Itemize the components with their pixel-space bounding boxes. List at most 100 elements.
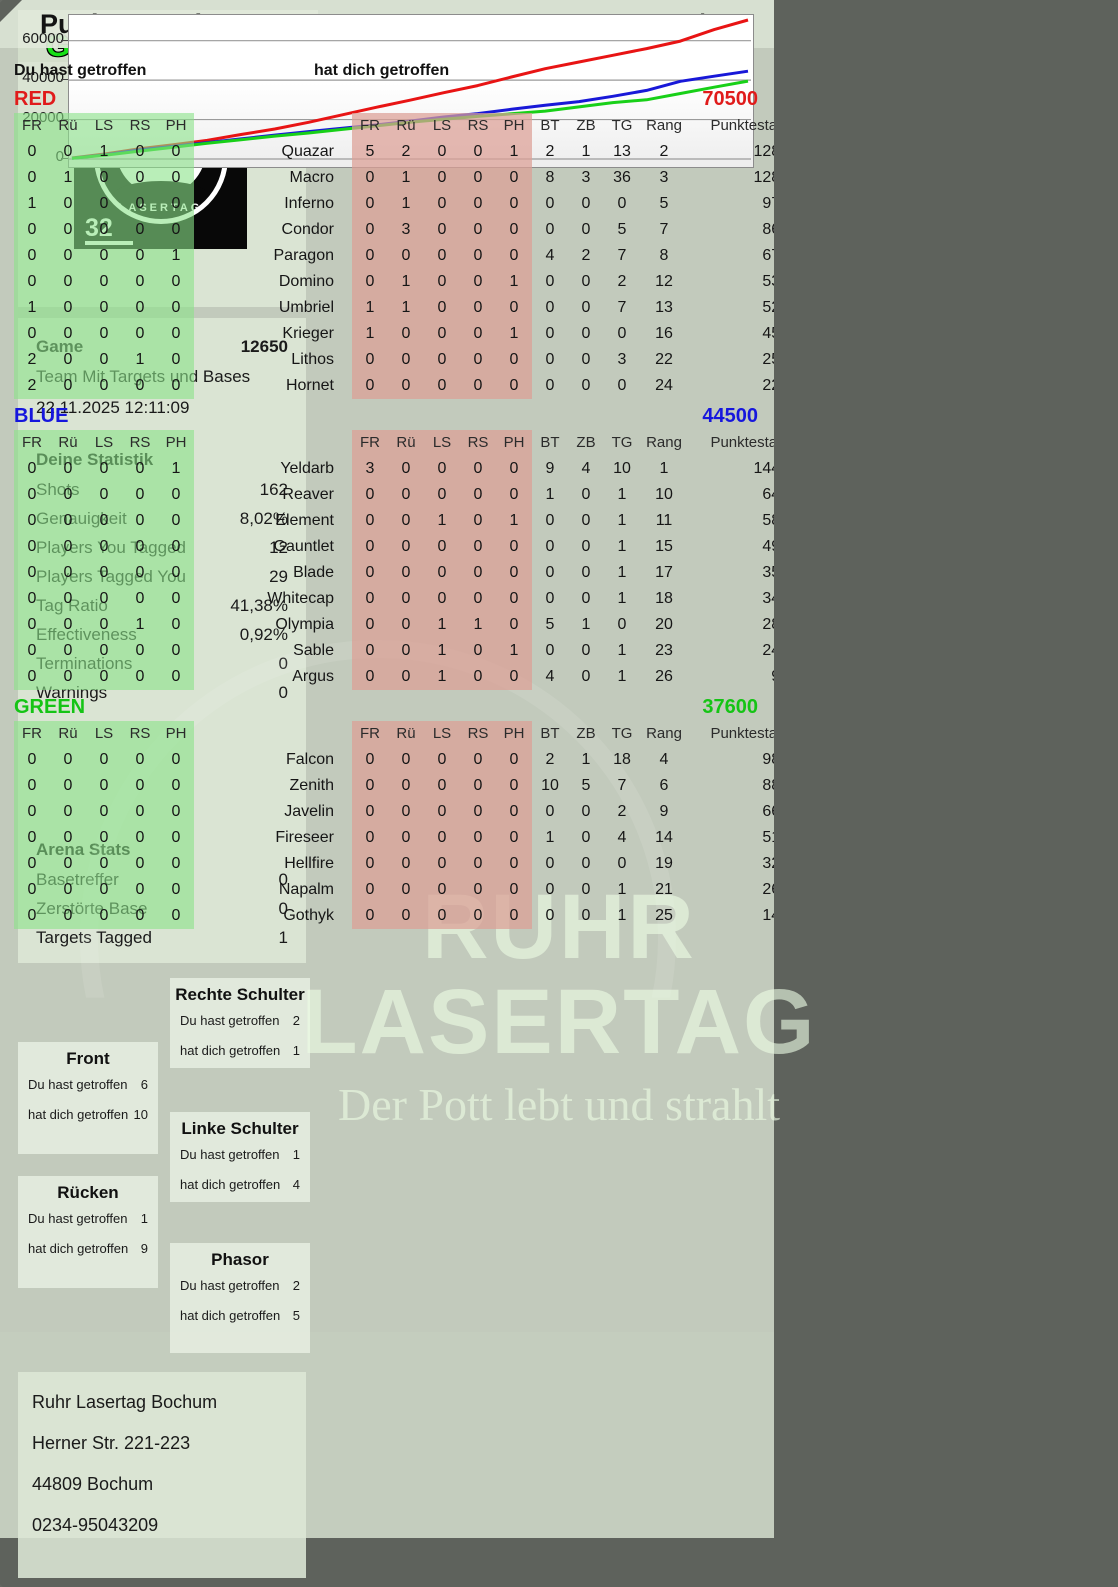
cell-tg: 1 bbox=[617, 668, 627, 685]
cell-tg: 13 bbox=[613, 143, 631, 160]
team-name: BLUE bbox=[14, 405, 69, 427]
cell-tg: 4 bbox=[617, 829, 627, 846]
team-stats-table: FRRüLSRSPHFRRüLSRSPHBTZBTGRangPunktestan… bbox=[14, 113, 774, 399]
cell-hit-you: 0 bbox=[496, 560, 532, 586]
cell-zb: 0 bbox=[581, 855, 591, 872]
cell-hit-you: 0 bbox=[352, 217, 388, 243]
cell-hit-you: 0 bbox=[496, 612, 532, 638]
cell-hit-you: 0 bbox=[460, 456, 496, 482]
cell-player-name: Reaver bbox=[282, 486, 334, 503]
table-header-row: FRRüLSRSPHFRRüLSRSPHBTZBTGRangPunktestan… bbox=[14, 430, 774, 456]
cell-bt: 0 bbox=[545, 642, 555, 659]
cell-you-hit: 0 bbox=[14, 508, 50, 534]
address-lines: Ruhr Lasertag Bochum Herner Str. 221-223 4… bbox=[18, 1382, 306, 1546]
cell-points: 2500 bbox=[762, 351, 774, 368]
cell-you-hit: 0 bbox=[86, 508, 122, 534]
team-total-score: 70500 bbox=[702, 88, 758, 110]
cell-tg: 18 bbox=[613, 751, 631, 768]
you-hit-value: 2 bbox=[292, 1278, 300, 1293]
game-datetime: 22.11.2025 12:11:09 bbox=[36, 398, 190, 417]
cell-you-hit: 0 bbox=[14, 877, 50, 903]
cell-hit-you: 1 bbox=[388, 165, 424, 191]
cell-hit-you: 0 bbox=[388, 534, 424, 560]
cell-tg: 5 bbox=[617, 221, 627, 238]
cell-tg: 1 bbox=[617, 907, 627, 924]
cell-bt: 0 bbox=[545, 803, 555, 820]
cell-hit-you: 0 bbox=[460, 191, 496, 217]
cell-you-hit: 0 bbox=[158, 295, 194, 321]
col-header-extra: Rang bbox=[646, 725, 682, 742]
cell-tg: 0 bbox=[617, 325, 627, 342]
team-stats-table: FRRüLSRSPHFRRüLSRSPHBTZBTGRangPunktestan… bbox=[14, 721, 774, 929]
cell-you-hit: 0 bbox=[50, 508, 86, 534]
cell-hit-you: 0 bbox=[496, 165, 532, 191]
cell-you-hit: 0 bbox=[14, 664, 50, 690]
cell-zb: 0 bbox=[581, 907, 591, 924]
cell-hit-you: 0 bbox=[424, 482, 460, 508]
cell-you-hit: 0 bbox=[50, 560, 86, 586]
cell-you-hit: 0 bbox=[122, 373, 158, 399]
cell-you-hit: 0 bbox=[50, 773, 86, 799]
col-header-extra: BT bbox=[540, 434, 560, 451]
cell-rank: 1 bbox=[659, 460, 669, 477]
stat-value: 162 bbox=[259, 480, 288, 499]
you-hit-value: 2 bbox=[292, 1013, 300, 1028]
cell-bt: 0 bbox=[545, 590, 555, 607]
cell-hit-you: 1 bbox=[496, 321, 532, 347]
table-header-row: FRRüLSRSPHFRRüLSRSPHBTZBTGRangPunktestan… bbox=[14, 721, 774, 747]
table-row: 00000Fireseer00000104145150 bbox=[14, 825, 774, 851]
col-header-hit: Rü bbox=[50, 721, 86, 747]
cell-player-name: Sable bbox=[293, 642, 334, 659]
col-header-got: RS bbox=[460, 113, 496, 139]
cell-you-hit: 0 bbox=[158, 825, 194, 851]
col-header-hit: Rü bbox=[50, 430, 86, 456]
cell-you-hit: 0 bbox=[86, 586, 122, 612]
cell-points: 6600 bbox=[762, 803, 774, 820]
cell-hit-you: 0 bbox=[352, 799, 388, 825]
col-header-got: FR bbox=[352, 113, 388, 139]
cell-rank: 11 bbox=[655, 512, 673, 529]
col-header-extra: TG bbox=[611, 117, 633, 134]
stat-value: 0 bbox=[278, 899, 288, 918]
stat-value: 1 bbox=[278, 928, 288, 947]
cell-bt: 0 bbox=[545, 881, 555, 898]
cell-you-hit: 0 bbox=[86, 747, 122, 773]
arena-stat-row: Targets Tagged 1 bbox=[36, 923, 288, 952]
cell-hit-you: 0 bbox=[388, 373, 424, 399]
cell-player-name: Blade bbox=[293, 564, 334, 581]
cell-hit-you: 1 bbox=[388, 269, 424, 295]
cell-player-name: Falcon bbox=[285, 751, 334, 768]
col-header-got: PH bbox=[496, 113, 532, 139]
cell-you-hit: 0 bbox=[122, 851, 158, 877]
cell-zb: 0 bbox=[581, 486, 591, 503]
cell-you-hit: 0 bbox=[50, 612, 86, 638]
cell-zb: 0 bbox=[581, 803, 591, 820]
cell-hit-you: 0 bbox=[388, 456, 424, 482]
cell-points: 4500 bbox=[762, 325, 774, 342]
cell-you-hit: 0 bbox=[122, 799, 158, 825]
cell-you-hit: 0 bbox=[158, 851, 194, 877]
cell-hit-you: 0 bbox=[424, 456, 460, 482]
cell-points: 900 bbox=[688, 664, 774, 690]
cell-hit-you: 0 bbox=[424, 373, 460, 399]
cell-you-hit: 0 bbox=[14, 747, 50, 773]
you-hit-label: Du hast getroffen bbox=[180, 1278, 280, 1293]
cell-you-hit: 0 bbox=[14, 269, 50, 295]
team-header: GREEN 37600 bbox=[14, 696, 758, 719]
cell-hit-you: 0 bbox=[388, 482, 424, 508]
chart-y-tick-mark bbox=[61, 39, 68, 41]
table-row: 00010Olympia00110510202800 bbox=[14, 612, 774, 638]
cell-player-name: Umbriel bbox=[278, 299, 334, 316]
col-header-hit: RS bbox=[122, 721, 158, 747]
cell-points: 5150 bbox=[762, 829, 774, 846]
cell-hit-you: 1 bbox=[496, 638, 532, 664]
cell-you-hit: 0 bbox=[50, 269, 86, 295]
cell-you-hit: 0 bbox=[122, 269, 158, 295]
cell-you-hit: 0 bbox=[50, 747, 86, 773]
cell-hit-you: 0 bbox=[388, 321, 424, 347]
cell-you-hit: 0 bbox=[50, 534, 86, 560]
cell-you-hit: 0 bbox=[122, 243, 158, 269]
cell-hit-you: 0 bbox=[388, 612, 424, 638]
cell-you-hit: 0 bbox=[122, 534, 158, 560]
hit-you-value: 4 bbox=[292, 1177, 300, 1192]
